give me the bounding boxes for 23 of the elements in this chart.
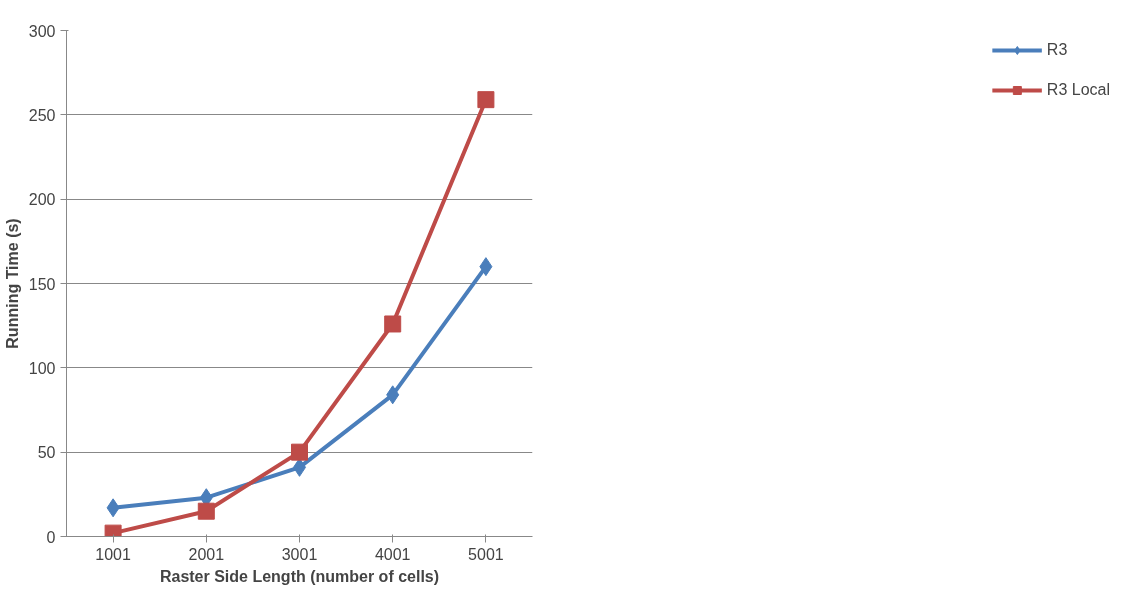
- point: [479, 257, 493, 277]
- y-tick-label: 100: [28, 359, 56, 377]
- y-tick-label: 300: [28, 22, 56, 40]
- y-axis-title: Running Time (s): [3, 218, 21, 349]
- point: [477, 91, 495, 109]
- x-tick-label: 4001: [374, 545, 411, 563]
- point: [291, 443, 308, 461]
- y-tick-label: 250: [28, 106, 56, 124]
- y-tick-label: 150: [28, 275, 56, 293]
- legend-label: R3 Local: [1046, 81, 1110, 99]
- point: [106, 498, 120, 518]
- x-tick-label: 1001: [95, 545, 131, 563]
- legend-label: R3: [1046, 41, 1068, 59]
- y-tick-label: 200: [28, 191, 56, 209]
- x-tick-label: 5001: [468, 545, 504, 563]
- y-tick-label: 0: [46, 528, 56, 546]
- point: [384, 315, 402, 333]
- point: [197, 502, 215, 520]
- x-tick-label: 2001: [188, 545, 225, 563]
- x-tick-label: 3001: [281, 545, 318, 563]
- y-tick-label: 50: [37, 444, 56, 462]
- x-axis-title: Raster Side Length (number of cells): [159, 567, 440, 585]
- point: [386, 385, 400, 405]
